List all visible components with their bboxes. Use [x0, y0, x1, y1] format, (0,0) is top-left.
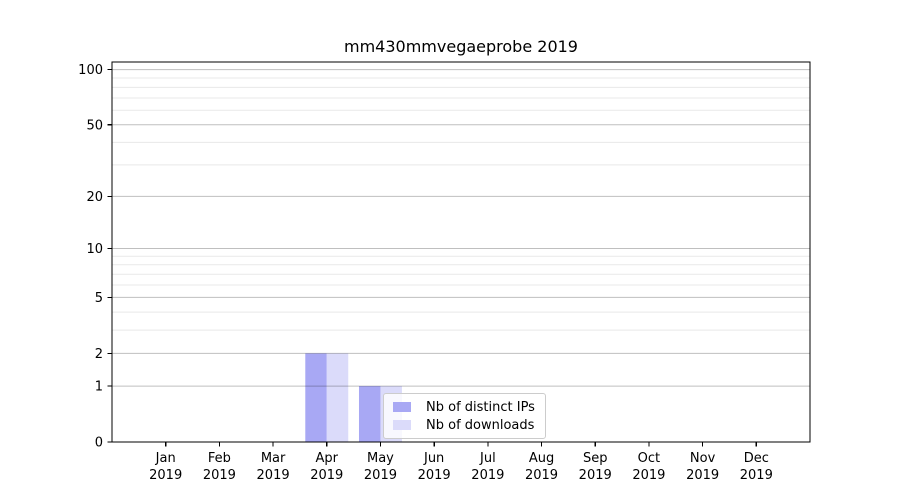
legend-label-distinct-ips: Nb of distinct IPs	[426, 399, 535, 415]
axes-spines	[111, 61, 811, 443]
x-tick-label-month: Oct	[638, 451, 660, 466]
x-tick-label-year: 2019	[257, 468, 290, 483]
legend-label-downloads: Nb of downloads	[426, 417, 535, 433]
x-tick-label-month: Sep	[583, 451, 608, 466]
legend-swatch-downloads	[393, 420, 411, 430]
x-tick-label-year: 2019	[203, 468, 236, 483]
y-tick-label: 5	[95, 291, 103, 306]
x-tick-label-month: Aug	[529, 451, 554, 466]
x-tick-label-month: Jan	[155, 451, 176, 466]
x-tick-label-year: 2019	[149, 468, 182, 483]
bar	[326, 353, 349, 442]
y-tick-label: 10	[86, 242, 103, 257]
x-tick-label-month: May	[367, 451, 394, 466]
legend-item-downloads: Nb of downloads	[393, 416, 536, 434]
y-tick-label: 100	[78, 63, 103, 78]
x-tick-label-year: 2019	[740, 468, 773, 483]
x-tick-label-year: 2019	[686, 468, 719, 483]
y-tick-label: 2	[95, 347, 103, 362]
chart-title: mm430mmvegaeprobe 2019	[344, 37, 578, 56]
x-tick-label-month: Apr	[316, 451, 339, 466]
x-tick-label-year: 2019	[418, 468, 451, 483]
y-tick-label: 50	[86, 118, 103, 133]
legend-item-distinct-ips: Nb of distinct IPs	[393, 398, 536, 416]
x-tick-label-year: 2019	[364, 468, 397, 483]
x-tick-label-month: Jun	[423, 451, 444, 466]
bar	[358, 386, 381, 442]
y-tick-label: 20	[86, 190, 103, 205]
bar	[305, 353, 327, 442]
x-tick-label-year: 2019	[632, 468, 665, 483]
legend: Nb of distinct IPs Nb of downloads	[383, 393, 546, 439]
x-tick-label-month: Jul	[479, 451, 496, 466]
y-tick-label: 0	[95, 436, 103, 451]
x-tick-label-month: Dec	[744, 451, 769, 466]
legend-swatch-distinct-ips	[393, 402, 411, 412]
x-tick-label-month: Mar	[261, 451, 286, 466]
x-tick-label-month: Feb	[208, 451, 231, 466]
x-tick-label-year: 2019	[471, 468, 504, 483]
x-tick-label-year: 2019	[525, 468, 558, 483]
x-tick-label-year: 2019	[579, 468, 612, 483]
y-tick-label: 1	[95, 380, 103, 395]
x-tick-label-month: Nov	[690, 451, 716, 466]
x-tick-label-year: 2019	[310, 468, 343, 483]
